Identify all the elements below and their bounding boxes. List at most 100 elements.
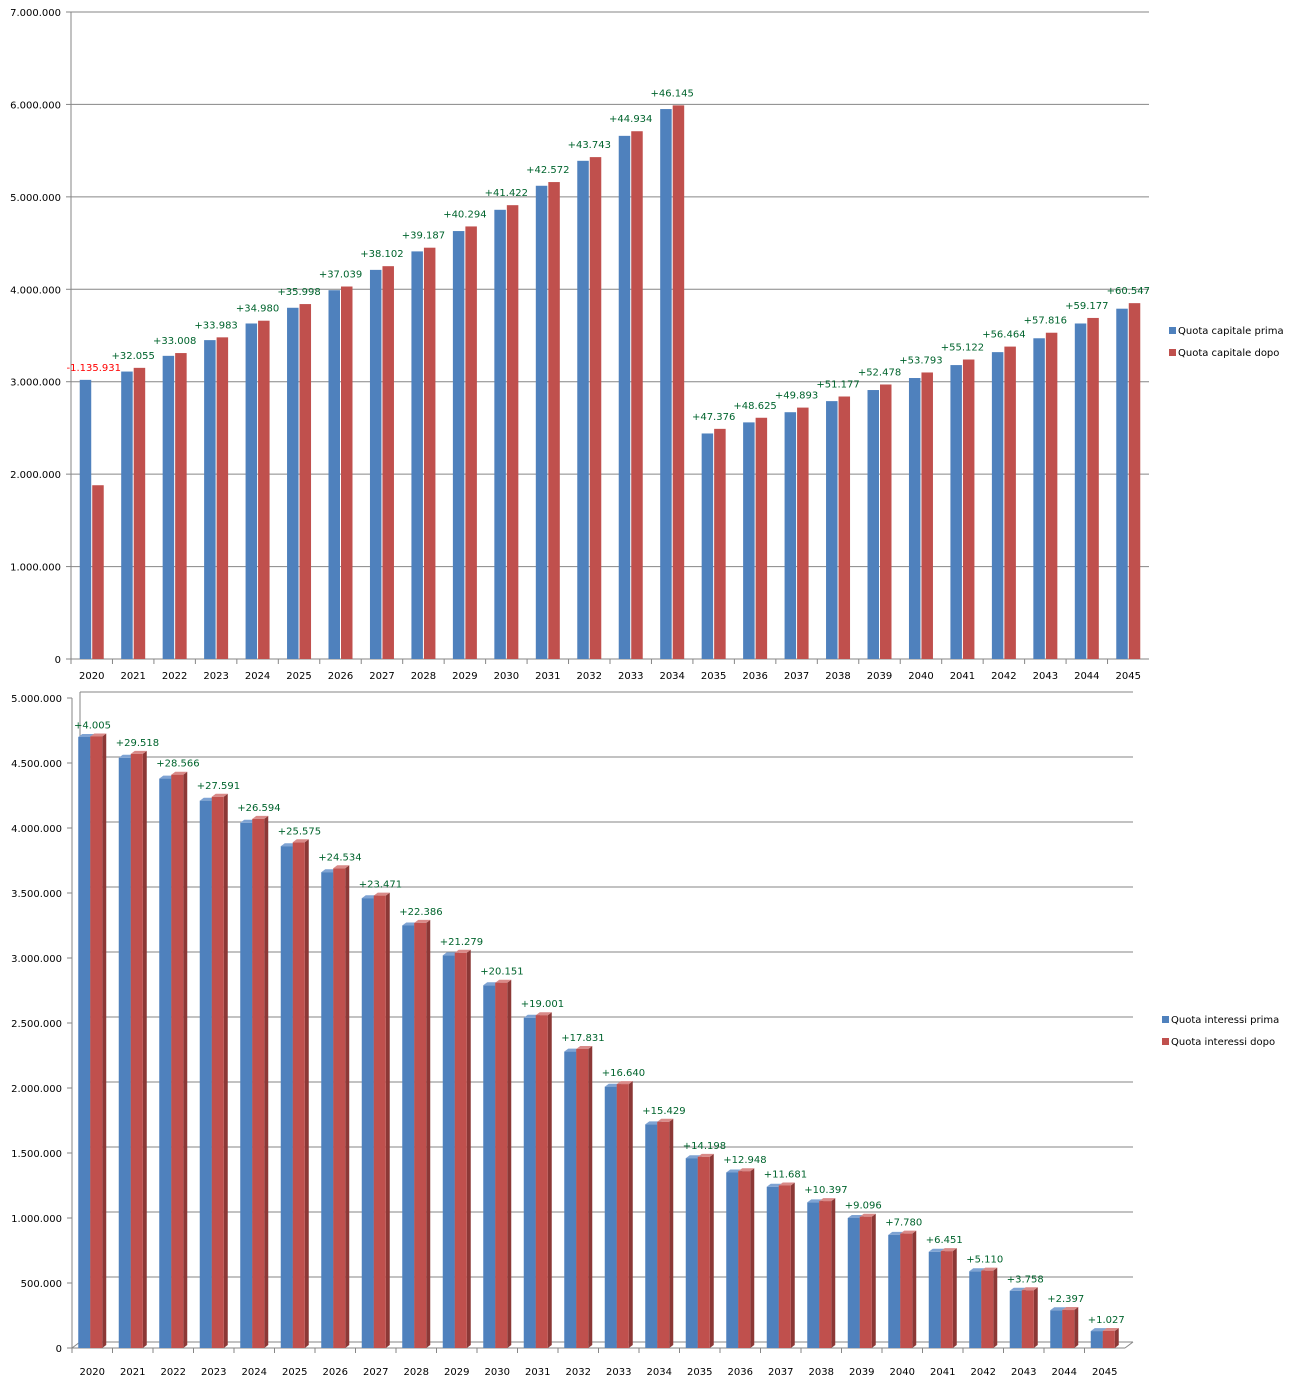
bar-dopo-top xyxy=(414,919,431,923)
bar-prima xyxy=(726,1172,739,1348)
bar-dopo xyxy=(859,1216,872,1348)
x-tick-label: 2024 xyxy=(245,671,270,682)
x-tick-label: 2038 xyxy=(825,671,850,682)
legend-swatch xyxy=(1162,1016,1169,1023)
bar-dopo-side xyxy=(912,1230,917,1348)
bar-dopo-side xyxy=(183,771,188,1348)
bar-prima xyxy=(162,355,175,659)
x-tick-label: 2037 xyxy=(768,1367,793,1378)
bar-dopo xyxy=(171,774,184,1348)
x-tick-label: 2029 xyxy=(452,671,477,682)
x-tick-label: 2042 xyxy=(991,671,1016,682)
bar-dopo xyxy=(981,1270,994,1348)
legend-entry: Quota capitale dopo xyxy=(1178,348,1279,359)
y-tick-label: 0 xyxy=(56,1344,62,1355)
x-tick-label: 2033 xyxy=(618,671,643,682)
bar-dopo xyxy=(838,396,851,659)
legend-entry: Quota capitale prima xyxy=(1178,326,1284,337)
bar-dopo xyxy=(797,407,809,659)
capital-chart: 0 1.000.000 2.000.000 3.000.000 4.000.000 5.0… xyxy=(10,8,1283,682)
bar-dopo-top xyxy=(373,892,390,896)
bar-dopo xyxy=(1062,1310,1075,1348)
bar-prima-top xyxy=(1050,1307,1067,1311)
x-tick-label: 2044 xyxy=(1074,671,1099,682)
bar-dopo xyxy=(382,266,394,659)
data-label: +22.386 xyxy=(399,907,442,918)
bar-prima xyxy=(1116,308,1128,659)
x-tick-label: 2028 xyxy=(411,671,436,682)
x-tick-label: 2035 xyxy=(687,1367,712,1378)
data-label: +39.187 xyxy=(402,231,445,242)
bar-dopo xyxy=(1102,1330,1115,1348)
interest-chart: 0 500.000 1.000.000 1.500.000 2.000.000 2.500… xyxy=(11,691,1279,1378)
bar-prima xyxy=(847,1218,860,1348)
x-tick-label: 2045 xyxy=(1116,671,1141,682)
x-tick-label: 2023 xyxy=(203,671,228,682)
bar-prima xyxy=(604,1086,617,1348)
data-label: -1.135.931 xyxy=(66,363,121,374)
bar-dopo xyxy=(940,1251,953,1348)
x-tick-label: 2027 xyxy=(369,671,394,682)
bar-prima xyxy=(411,251,423,659)
x-tick-label: 2032 xyxy=(566,1367,591,1378)
bar-dopo-top xyxy=(738,1168,755,1172)
bar-dopo-top xyxy=(1102,1327,1119,1331)
bar-dopo-top xyxy=(576,1046,593,1049)
bar-prima-top xyxy=(928,1248,945,1252)
bar-dopo-side xyxy=(790,1182,795,1348)
bar-dopo-side xyxy=(102,733,107,1348)
bar-dopo-side xyxy=(264,815,269,1348)
data-label: +17.831 xyxy=(561,1033,604,1044)
bar-dopo-side xyxy=(1033,1287,1038,1348)
bar-dopo xyxy=(962,359,975,659)
bar-dopo-top xyxy=(697,1153,714,1157)
bar-prima xyxy=(121,371,133,659)
bar-dopo xyxy=(616,1084,629,1348)
bar-prima xyxy=(1033,338,1045,659)
bar-prima xyxy=(199,800,212,1348)
data-label: +47.376 xyxy=(692,412,735,423)
bar-prima xyxy=(494,209,506,659)
data-label: +20.151 xyxy=(480,967,523,978)
bar-prima xyxy=(361,898,374,1348)
bar-prima xyxy=(766,1186,779,1348)
data-label: +52.478 xyxy=(858,367,901,378)
bar-dopo-side xyxy=(426,919,431,1348)
bar-dopo-top xyxy=(940,1248,957,1252)
bar-prima xyxy=(888,1234,901,1348)
data-label: +7.780 xyxy=(885,1218,922,1229)
data-label: +2.397 xyxy=(1047,1294,1084,1305)
bar-dopo-top xyxy=(535,1012,552,1016)
bar-dopo-side xyxy=(547,1012,552,1348)
y-tick-label: 3.000.000 xyxy=(11,954,62,965)
y-tick-label: 0 xyxy=(55,655,61,666)
data-label: +35.998 xyxy=(277,287,320,298)
bar-prima xyxy=(826,401,838,659)
data-label: +16.640 xyxy=(602,1068,645,1079)
x-tick-label: 2037 xyxy=(784,671,809,682)
bar-dopo xyxy=(216,337,229,659)
bar-prima xyxy=(807,1202,820,1348)
bar-dopo-top xyxy=(981,1267,998,1271)
data-label: +26.594 xyxy=(237,803,280,814)
data-label: +59.177 xyxy=(1065,301,1108,312)
bar-prima xyxy=(204,340,216,659)
data-label: +51.177 xyxy=(816,380,859,391)
bar-dopo xyxy=(252,818,265,1348)
bar-dopo xyxy=(292,842,305,1348)
x-tick-label: 2038 xyxy=(809,1367,834,1378)
x-tick-label: 2021 xyxy=(120,1367,145,1378)
bar-dopo-top xyxy=(778,1182,795,1186)
data-label: +53.793 xyxy=(899,355,942,366)
legend: Quota interessi prima Quota interessi dop… xyxy=(1162,1015,1279,1048)
x-tick-label: 2044 xyxy=(1052,1367,1077,1378)
x-tick-label: 2029 xyxy=(444,1367,469,1378)
bar-dopo xyxy=(333,868,346,1348)
bar-dopo xyxy=(133,367,146,659)
bar-prima xyxy=(245,323,258,659)
x-tick-label: 2026 xyxy=(328,671,353,682)
x-tick-label: 2031 xyxy=(535,671,560,682)
x-tick-label: 2020 xyxy=(80,1367,105,1378)
data-label: +25.575 xyxy=(278,826,321,837)
x-tick-label: 2022 xyxy=(162,671,187,682)
